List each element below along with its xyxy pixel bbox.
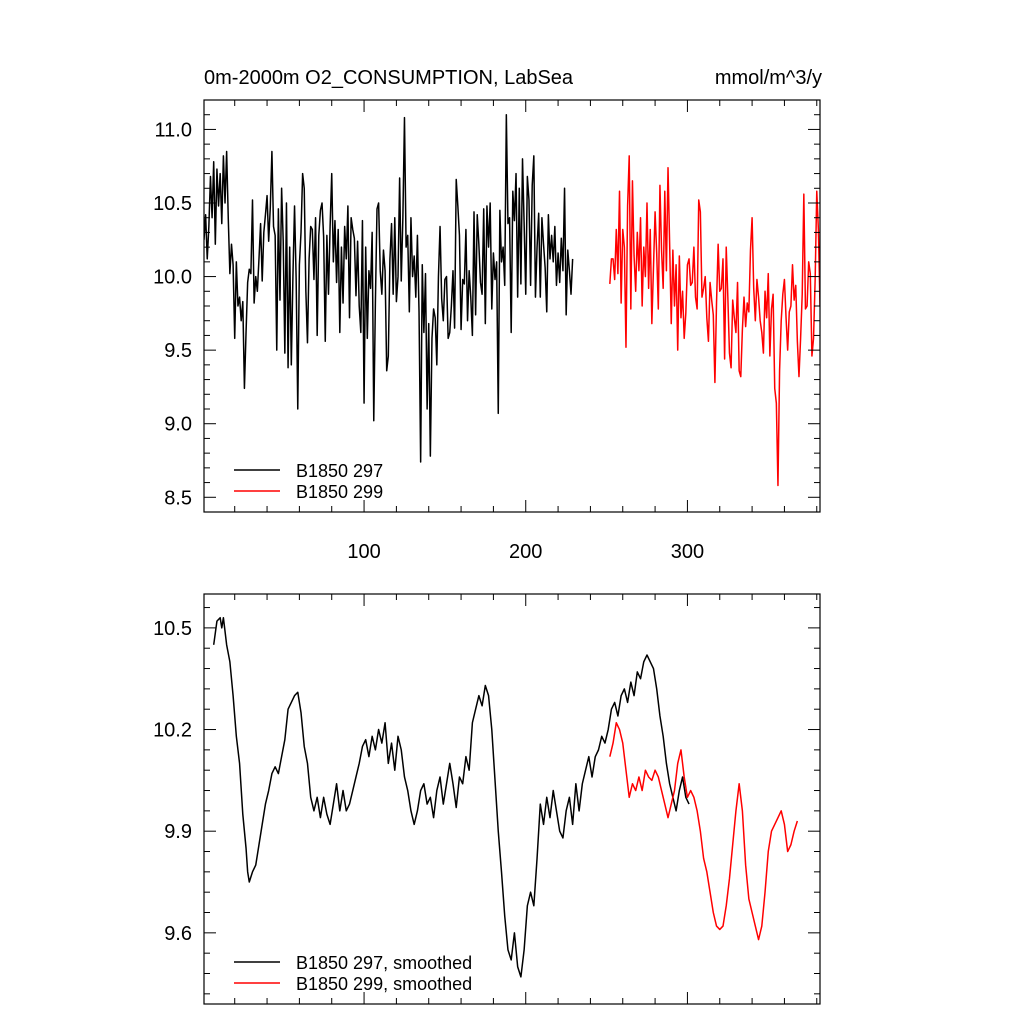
- y-tick-label: 10.5: [153, 618, 192, 640]
- series-line-b1850-299: [609, 155, 820, 487]
- legend-label-b1850-297: B1850 297: [296, 461, 383, 481]
- y-tick-label: 10.0: [153, 267, 192, 289]
- top-legend: B1850 297 B1850 299: [234, 461, 383, 502]
- y-tick-label: 8.5: [164, 487, 192, 509]
- units-label: mmol/m^3/y: [715, 67, 822, 89]
- bottom-legend: B1850 297, smoothed B1850 299, smoothed: [234, 953, 472, 994]
- y-tick-label: 11.0: [155, 119, 192, 141]
- legend-label-b1850-299-smoothed: B1850 299, smoothed: [296, 974, 472, 994]
- series-line-b1850-299-smoothed: [609, 722, 799, 941]
- y-tick-label: 9.6: [164, 923, 192, 945]
- y-tick-label: 9.0: [164, 414, 192, 436]
- legend-label-b1850-299: B1850 299: [296, 482, 383, 502]
- y-tick-label: 9.9: [164, 821, 192, 843]
- x-tick-label: 300: [671, 541, 704, 563]
- bottom-panel: 9.6 9.9 10.2 10.5 B1850 297, smoothed B1850…: [153, 593, 821, 1005]
- x-tick-label: 100: [347, 541, 380, 563]
- legend-label-b1850-297-smoothed: B1850 297, smoothed: [296, 953, 472, 973]
- y-tick-label: 10.5: [153, 193, 192, 215]
- y-tick-label: 9.5: [164, 340, 192, 362]
- x-tick-label: 200: [509, 541, 542, 563]
- bottom-plot-frame: [203, 593, 821, 1005]
- series-line-b1850-297: [204, 113, 574, 463]
- y-tick-label: 10.2: [153, 720, 192, 742]
- chart-title: 0m-2000m O2_CONSUMPTION, LabSea: [204, 67, 574, 89]
- top-panel: 0m-2000m O2_CONSUMPTION, LabSea mmol/m^3…: [153, 67, 822, 563]
- series-line-b1850-297-smoothed: [212, 616, 690, 978]
